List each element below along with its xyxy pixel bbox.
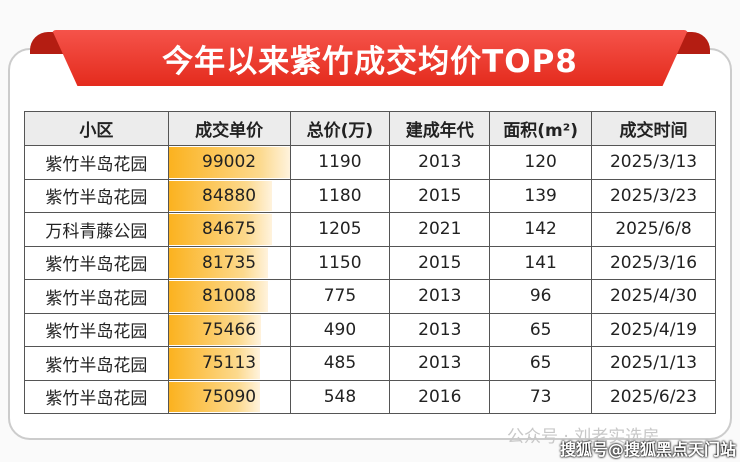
- table-row: 紫竹半岛花园 75466 490 2013 65 2025/4/19: [24, 312, 716, 347]
- column-header: 成交单价: [167, 111, 291, 146]
- table-cell: 万科青藤公园: [24, 212, 169, 247]
- table-cell: 2025/6/8: [591, 212, 716, 247]
- table-cell: 120: [489, 145, 593, 180]
- table-cell: 2025/4/30: [591, 279, 716, 314]
- ranking-table: 小区 成交单价 总价(万) 建成年代 面积(m²) 成交时间 紫竹半岛花园 99002 119…: [24, 111, 716, 414]
- table-row: 紫竹半岛花园 84880 1180 2015 139 2025/3/23: [24, 178, 716, 213]
- table-cell: 775: [289, 279, 391, 314]
- table-cell: 紫竹半岛花园: [24, 145, 169, 180]
- header-row: 小区 成交单价 总价(万) 建成年代 面积(m²) 成交时间: [24, 111, 716, 146]
- column-header: 面积(m²): [489, 111, 593, 146]
- table-cell: 2015: [389, 178, 491, 213]
- table-cell: 548: [289, 379, 391, 414]
- column-header: 小区: [24, 111, 169, 146]
- price-bar: [168, 348, 261, 379]
- price-bar: [168, 314, 261, 345]
- table-cell: 紫竹半岛花园: [24, 178, 169, 213]
- unit-price-cell: 84880: [167, 178, 291, 213]
- unit-price-cell: 81008: [167, 279, 291, 314]
- column-header: 成交时间: [591, 111, 716, 146]
- table-cell: 1205: [289, 212, 391, 247]
- column-header: 总价(万): [289, 111, 391, 146]
- title-ribbon: 今年以来紫竹成交均价TOP8: [52, 30, 688, 86]
- table-cell: 2013: [389, 346, 491, 381]
- table-cell: 96: [489, 279, 593, 314]
- unit-price: 75113: [202, 353, 257, 374]
- table-cell: 65: [489, 312, 593, 347]
- table-cell: 142: [489, 212, 593, 247]
- table-row: 紫竹半岛花园 81735 1150 2015 141 2025/3/16: [24, 245, 716, 280]
- price-bar: [168, 281, 268, 312]
- table-cell: 2015: [389, 245, 491, 280]
- table-cell: 紫竹半岛花园: [24, 279, 169, 314]
- table-cell: 紫竹半岛花园: [24, 312, 169, 347]
- table-cell: 2025/3/16: [591, 245, 716, 280]
- unit-price: 84880: [202, 185, 257, 206]
- table-cell: 紫竹半岛花园: [24, 245, 169, 280]
- table-cell: 2013: [389, 145, 491, 180]
- table-row: 紫竹半岛花园 81008 775 2013 96 2025/4/30: [24, 279, 716, 314]
- table-cell: 141: [489, 245, 593, 280]
- table-cell: 2013: [389, 312, 491, 347]
- table-cell: 65: [489, 346, 593, 381]
- table-cell: 485: [289, 346, 391, 381]
- table-row: 万科青藤公园 84675 1205 2021 142 2025/6/8: [24, 212, 716, 247]
- unit-price-cell: 75090: [167, 379, 291, 414]
- table-cell: 2025/4/19: [591, 312, 716, 347]
- watermark: 公众号 · 刘老实选房: [507, 427, 660, 447]
- column-header: 建成年代: [389, 111, 491, 146]
- table-cell: 紫竹半岛花园: [24, 379, 169, 414]
- price-bar: [168, 247, 269, 278]
- table-cell: 2025/3/23: [591, 178, 716, 213]
- table-cell: 139: [489, 178, 593, 213]
- unit-price: 99002: [202, 152, 257, 173]
- table-cell: 2016: [389, 379, 491, 414]
- table-cell: 2025/3/13: [591, 145, 716, 180]
- unit-price: 81735: [202, 252, 257, 273]
- unit-price-cell: 75466: [167, 312, 291, 347]
- price-bar: [168, 180, 273, 211]
- table-cell: 73: [489, 379, 593, 414]
- table-cell: 紫竹半岛花园: [24, 346, 169, 381]
- unit-price: 81008: [202, 286, 257, 307]
- table-row: 紫竹半岛花园 75090 548 2016 73 2025/6/23: [24, 379, 716, 414]
- table-cell: 2025/6/23: [591, 379, 716, 414]
- price-bar: [168, 147, 290, 178]
- table-cell: 1190: [289, 145, 391, 180]
- table-cell: 2021: [389, 212, 491, 247]
- unit-price-cell: 81735: [167, 245, 291, 280]
- page-title: 今年以来紫竹成交均价TOP8: [162, 43, 578, 80]
- price-bar: [168, 214, 272, 245]
- table-row: 紫竹半岛花园 75113 485 2013 65 2025/1/13: [24, 346, 716, 381]
- unit-price: 84675: [202, 219, 257, 240]
- table-cell: 1150: [289, 245, 391, 280]
- unit-price: 75466: [202, 319, 257, 340]
- price-bar: [168, 381, 261, 412]
- source-label: 搜狐号@搜狐黑点天门站: [560, 440, 737, 459]
- table-row: 紫竹半岛花园 99002 1190 2013 120 2025/3/13: [24, 145, 716, 180]
- table-cell: 2025/1/13: [591, 346, 716, 381]
- table-cell: 2013: [389, 279, 491, 314]
- unit-price-cell: 99002: [167, 145, 291, 180]
- unit-price-cell: 84675: [167, 212, 291, 247]
- unit-price-cell: 75113: [167, 346, 291, 381]
- table-cell: 490: [289, 312, 391, 347]
- unit-price: 75090: [202, 386, 257, 407]
- table-cell: 1180: [289, 178, 391, 213]
